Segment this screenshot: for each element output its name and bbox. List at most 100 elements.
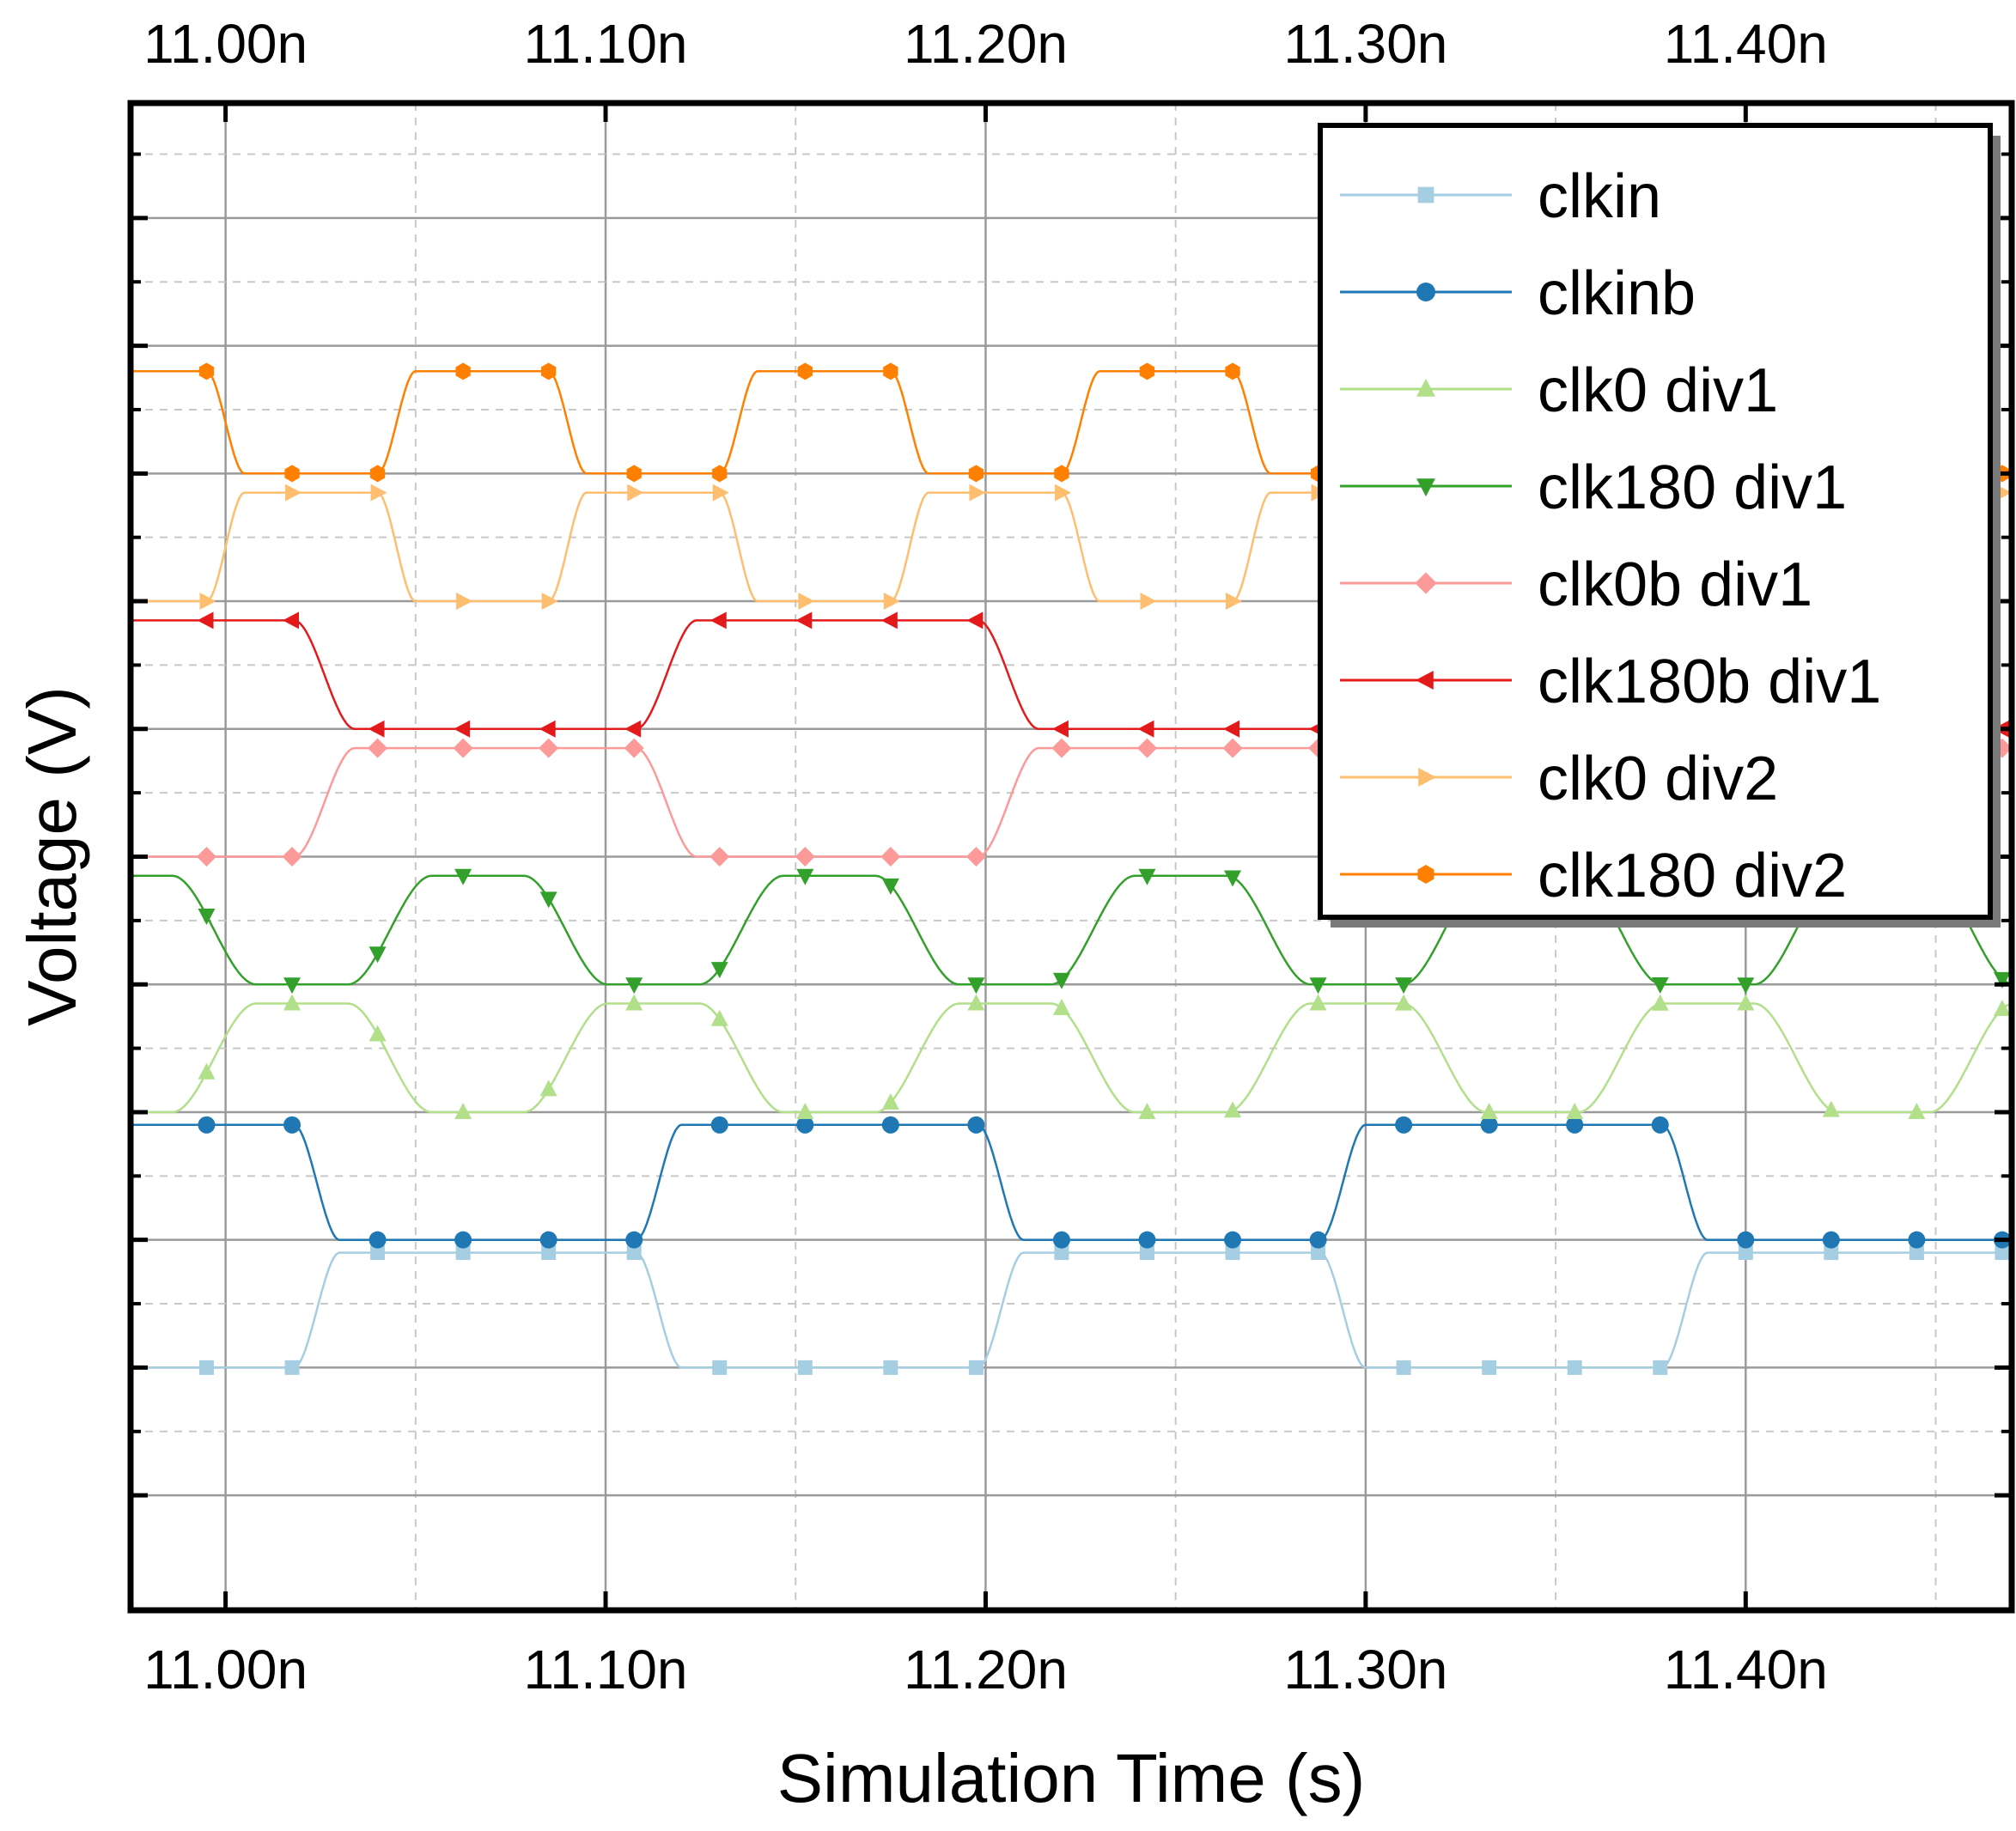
data-point bbox=[1993, 999, 2011, 1016]
data-point bbox=[1566, 1116, 1584, 1134]
data-point bbox=[1567, 1360, 1582, 1375]
data-point bbox=[1054, 484, 1071, 502]
data-point bbox=[113, 362, 128, 380]
data-point bbox=[1737, 1231, 1755, 1249]
data-point bbox=[539, 720, 556, 738]
legend-label: clkinb bbox=[1538, 259, 1696, 328]
legend-label: clk0 div2 bbox=[1538, 745, 1778, 813]
data-point bbox=[1395, 977, 1413, 995]
axis-ticks: 11.00n 11.00n 11.10n 11.10n 11.20n 11.20n 11.3… bbox=[131, 13, 2012, 1700]
data-point bbox=[368, 738, 388, 758]
data-point bbox=[370, 484, 387, 502]
data-point bbox=[795, 611, 813, 630]
data-point bbox=[1139, 1245, 1154, 1261]
data-point bbox=[1311, 1245, 1326, 1261]
data-point bbox=[1822, 1231, 1840, 1249]
data-point bbox=[625, 994, 643, 1011]
data-point bbox=[1396, 1360, 1411, 1375]
data-point bbox=[199, 593, 216, 611]
data-point bbox=[456, 593, 473, 611]
legend-label: clk0b div1 bbox=[1538, 551, 1812, 619]
data-point bbox=[112, 611, 128, 629]
data-point bbox=[1051, 738, 1072, 758]
data-point bbox=[283, 977, 301, 995]
data-point bbox=[113, 1103, 130, 1119]
data-point bbox=[883, 1360, 898, 1375]
data-point bbox=[883, 593, 900, 611]
data-point bbox=[1224, 870, 1242, 887]
data-point bbox=[1223, 720, 1240, 738]
data-point bbox=[883, 362, 898, 380]
data-point bbox=[1653, 1360, 1668, 1375]
data-point bbox=[710, 962, 728, 979]
data-point bbox=[624, 720, 642, 738]
x-tick-label-top: 11.10n bbox=[524, 13, 688, 75]
data-point bbox=[710, 1116, 728, 1134]
data-point bbox=[198, 1116, 216, 1134]
data-point bbox=[539, 1080, 557, 1097]
data-point bbox=[797, 1360, 813, 1375]
legend-marker bbox=[1417, 865, 1434, 884]
data-point bbox=[1226, 593, 1243, 611]
data-point bbox=[1480, 1116, 1498, 1134]
data-point bbox=[1482, 1360, 1497, 1375]
data-point bbox=[1651, 994, 1669, 1011]
data-point bbox=[1909, 1245, 1924, 1261]
data-point bbox=[454, 1231, 472, 1249]
data-point bbox=[283, 994, 301, 1011]
data-point bbox=[541, 362, 557, 380]
x-tick-label-bottom: 11.00n bbox=[143, 1639, 308, 1700]
data-point bbox=[1995, 1245, 2010, 1261]
series-line bbox=[131, 1251, 2012, 1369]
data-point bbox=[1480, 1102, 1498, 1119]
data-point bbox=[627, 484, 644, 502]
legend-label: clk180 div2 bbox=[1538, 842, 1847, 910]
legend-item: clk180b div1 bbox=[1340, 648, 1881, 716]
data-point bbox=[968, 465, 984, 483]
legend-label: clkin bbox=[1538, 162, 1661, 231]
data-point bbox=[370, 1245, 386, 1261]
data-point bbox=[284, 1360, 300, 1375]
legend-item: clk0b div1 bbox=[1340, 551, 1812, 619]
data-point bbox=[113, 869, 130, 885]
data-point bbox=[881, 1116, 899, 1134]
data-point bbox=[966, 611, 984, 630]
data-point bbox=[1395, 994, 1413, 1011]
data-point bbox=[880, 847, 901, 867]
data-point bbox=[1309, 1231, 1327, 1249]
data-point bbox=[453, 738, 473, 758]
legend-marker bbox=[1417, 186, 1434, 204]
data-point bbox=[1052, 1231, 1070, 1249]
series-line bbox=[131, 1002, 2012, 1114]
data-point bbox=[454, 868, 472, 885]
data-point bbox=[1651, 977, 1669, 995]
data-point bbox=[1224, 1101, 1242, 1118]
data-point bbox=[455, 1245, 471, 1261]
data-point bbox=[1908, 1102, 1926, 1119]
legend-marker bbox=[1415, 671, 1434, 690]
legend-label: clk180 div1 bbox=[1538, 453, 1847, 522]
data-point bbox=[968, 1360, 984, 1375]
data-point bbox=[1051, 720, 1069, 738]
data-point bbox=[541, 593, 558, 611]
data-point bbox=[1225, 1245, 1240, 1261]
data-point bbox=[1224, 1231, 1242, 1249]
data-point bbox=[1054, 465, 1069, 483]
legend-item: clk0 div1 bbox=[1340, 356, 1778, 425]
legend-box bbox=[1318, 123, 1993, 920]
data-point bbox=[1225, 362, 1240, 380]
data-point bbox=[1052, 998, 1070, 1015]
data-point bbox=[455, 362, 471, 380]
data-point bbox=[625, 977, 643, 995]
data-point bbox=[368, 1231, 387, 1249]
legend-item: clk0 div2 bbox=[1340, 745, 1778, 813]
data-point bbox=[624, 738, 644, 758]
data-point bbox=[454, 720, 471, 738]
data-point bbox=[539, 891, 557, 909]
data-point bbox=[113, 1116, 130, 1134]
data-point bbox=[368, 946, 387, 964]
data-point bbox=[454, 1102, 472, 1119]
data-point bbox=[197, 611, 214, 630]
